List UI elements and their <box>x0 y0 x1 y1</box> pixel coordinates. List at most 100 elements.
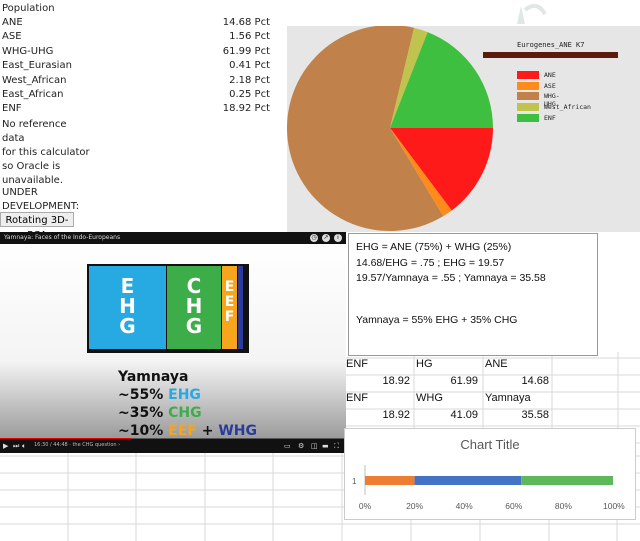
pie-slice <box>390 128 452 217</box>
rotating-3d-pca-button[interactable]: Rotating 3D-PCA <box>0 212 74 241</box>
share-icon[interactable]: ↗ <box>322 234 330 242</box>
population-name: ANE <box>2 17 23 28</box>
x-tick-label: 60% <box>505 501 523 511</box>
dev-label: UNDER DEVELOPMENT: <box>2 186 92 213</box>
population-row: East_African 0.25 Pct <box>2 89 270 103</box>
fullscreen-icon[interactable]: ⛶ <box>334 442 339 450</box>
population-value: 61.99 Pct <box>222 45 270 57</box>
category-label: 1 <box>352 477 357 486</box>
box-letter: H <box>185 294 203 318</box>
x-tick-label: 100% <box>603 501 625 511</box>
x-tick-label: 40% <box>455 501 473 511</box>
cell-value[interactable]: 14.68 <box>521 375 549 387</box>
legend-label: WHG-UHG <box>544 92 560 109</box>
dev-line: UNDER <box>2 187 38 198</box>
settings-icon[interactable]: ⚙ <box>298 442 305 450</box>
legend-swatch <box>517 103 539 112</box>
cell-value[interactable]: 41.09 <box>450 409 478 421</box>
population-row: West_African 2.18 Pct <box>2 75 270 89</box>
composition-a: EEF <box>168 423 197 439</box>
population-value: 0.25 Pct <box>229 89 270 100</box>
box-letter: H <box>119 294 136 318</box>
composition-b: WHG <box>218 423 257 439</box>
composition-a: CHG <box>168 405 202 421</box>
video-title-bar: Yamnaya: Faces of the Indo-Europeans ◷ ↗… <box>0 232 346 244</box>
video-title: Yamnaya: Faces of the Indo-Europeans <box>4 234 121 241</box>
composition-prefix: ~35% <box>118 405 169 421</box>
miniplayer-icon[interactable]: ◫ <box>311 442 318 450</box>
population-value: 1.56 Pct <box>229 31 270 43</box>
pie-slice <box>390 27 428 129</box>
clock-icon[interactable]: ◷ <box>310 234 318 242</box>
composition-line: ~55% EHG <box>118 386 257 404</box>
legend-swatch <box>517 81 539 90</box>
cell-value[interactable]: 18.92 <box>382 409 410 421</box>
population-name: ASE <box>2 31 22 43</box>
composition-line: ~35% CHG <box>118 404 257 422</box>
population-row: East_Eurasian 0.41 Pct <box>2 60 270 74</box>
cell-value[interactable]: 61.99 <box>450 375 478 387</box>
population-row: ENF 18.92 Pct <box>2 103 270 117</box>
chart-bar-segment[interactable] <box>365 476 415 485</box>
tree-illustration <box>517 3 547 24</box>
play-icon[interactable]: ▶ <box>3 442 9 450</box>
legend-title: Eurogenes_ANE K7 <box>517 41 585 49</box>
box-letter: C <box>186 274 202 298</box>
pie-chart-panel: Eurogenes_ANE K7 ANE ASE WHG-UHG West_Afric… <box>287 26 640 232</box>
whg-box <box>238 266 243 349</box>
cell-value[interactable]: 18.92 <box>382 375 410 387</box>
pie-slice <box>390 128 493 211</box>
population-title: Population <box>2 3 55 14</box>
population-name: ENF <box>2 103 22 115</box>
legend-label: ASE <box>544 81 556 90</box>
x-tick-label: 80% <box>554 501 572 511</box>
calc-line: 19.57/Yamnaya = .55 ; Yamnaya = 35.58 <box>356 272 546 284</box>
note-line: so Oracle is <box>2 161 61 172</box>
video-player[interactable]: Yamnaya: Faces of the Indo-Europeans ◷ ↗… <box>0 232 346 453</box>
cell-value[interactable]: 35.58 <box>521 409 549 421</box>
cell-header[interactable]: ANE <box>485 358 508 370</box>
composition-prefix: ~10% <box>118 423 169 439</box>
legend-header-bar <box>483 52 618 58</box>
population-value: 14.68 Pct <box>222 17 270 28</box>
captions-icon[interactable]: ▭ <box>284 442 291 450</box>
x-tick-label: 20% <box>406 501 424 511</box>
calc-line: 14.68/EHG = .75 ; EHG = 19.57 <box>356 257 505 269</box>
yamnaya-heading: Yamnaya <box>118 369 189 385</box>
composition-line: ~10% EEF + WHG <box>118 422 257 440</box>
cell-header[interactable]: WHG <box>416 392 443 404</box>
video-controls: ▶ ⏭ 🔈︎ 16:30 / 44:48 · the CHG question … <box>0 439 346 453</box>
volume-icon[interactable]: 🔈︎ <box>22 442 27 450</box>
composition-a: EHG <box>168 387 201 403</box>
note-line: unavailable. <box>2 175 63 186</box>
legend-swatch <box>517 113 539 122</box>
chart-bar-segment[interactable] <box>414 476 522 485</box>
legend-label: ANE <box>544 71 556 79</box>
cell-header[interactable]: HG <box>416 358 433 370</box>
pie-slice <box>287 26 444 231</box>
cell-header[interactable]: ENF <box>346 392 368 404</box>
cell-header[interactable]: Yamnaya <box>485 392 531 404</box>
box-letter: G <box>185 314 203 338</box>
info-icon[interactable]: i <box>334 234 342 242</box>
calculation-text-box[interactable]: EHG = ANE (75%) + WHG (25%) 14.68/EHG = … <box>348 233 598 356</box>
composition-mid: + <box>196 423 219 439</box>
population-value: 0.41 Pct <box>229 60 270 72</box>
stacked-bar-chart[interactable]: Chart Title 1 0% 20% 40% 60% 80% 100% <box>344 428 636 520</box>
box-letter: F <box>224 309 235 325</box>
note-line: for this calculator <box>2 147 90 158</box>
population-row: ASE 1.56 Pct <box>2 31 270 45</box>
note-line: No reference data <box>2 119 67 144</box>
population-row: WHG-UHG 61.99 Pct <box>2 46 270 60</box>
population-row: ANE 14.68 Pct <box>2 17 270 31</box>
theater-icon[interactable]: ▬ <box>322 442 329 450</box>
cell-header[interactable]: ENF <box>346 358 368 370</box>
legend-label: ENF <box>544 113 556 122</box>
legend-label: West_African <box>544 103 591 112</box>
chart-bar-segment[interactable] <box>521 476 613 485</box>
next-icon[interactable]: ⏭ <box>13 442 20 450</box>
x-tick-label: 0% <box>358 501 372 511</box>
population-value: 2.18 Pct <box>229 74 270 86</box>
